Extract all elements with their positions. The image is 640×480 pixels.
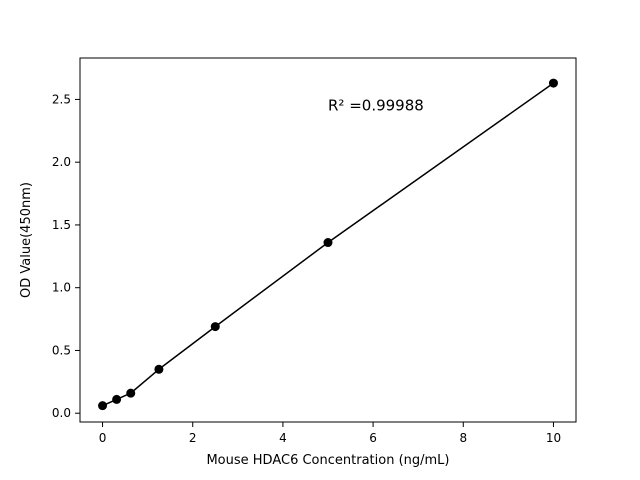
x-tick-label: 0 bbox=[99, 431, 107, 445]
data-point bbox=[210, 322, 220, 332]
x-tick-label: 2 bbox=[189, 431, 197, 445]
x-axis-label: Mouse HDAC6 Concentration (ng/mL) bbox=[206, 453, 449, 468]
x-tick-label: 10 bbox=[546, 431, 561, 445]
data-point bbox=[98, 401, 108, 411]
y-axis-label: OD Value(450nm) bbox=[19, 182, 34, 298]
y-tick-label: 2.5 bbox=[52, 92, 71, 106]
x-tick-label: 8 bbox=[459, 431, 467, 445]
y-tick-label: 0.0 bbox=[52, 406, 71, 420]
data-point bbox=[323, 238, 333, 248]
plot-frame bbox=[79, 57, 577, 423]
x-tick-label: 6 bbox=[369, 431, 377, 445]
y-tick-label: 0.5 bbox=[52, 343, 71, 357]
y-tick-label: 1.5 bbox=[52, 218, 71, 232]
data-point bbox=[548, 78, 558, 88]
annotation-r-squared: R² =0.99988 bbox=[328, 97, 424, 115]
y-tick-label: 2.0 bbox=[52, 155, 71, 169]
x-tick-label: 4 bbox=[279, 431, 287, 445]
data-point bbox=[112, 394, 122, 404]
y-tick-label: 1.0 bbox=[52, 281, 71, 295]
data-point bbox=[154, 364, 164, 374]
data-point bbox=[126, 388, 136, 398]
